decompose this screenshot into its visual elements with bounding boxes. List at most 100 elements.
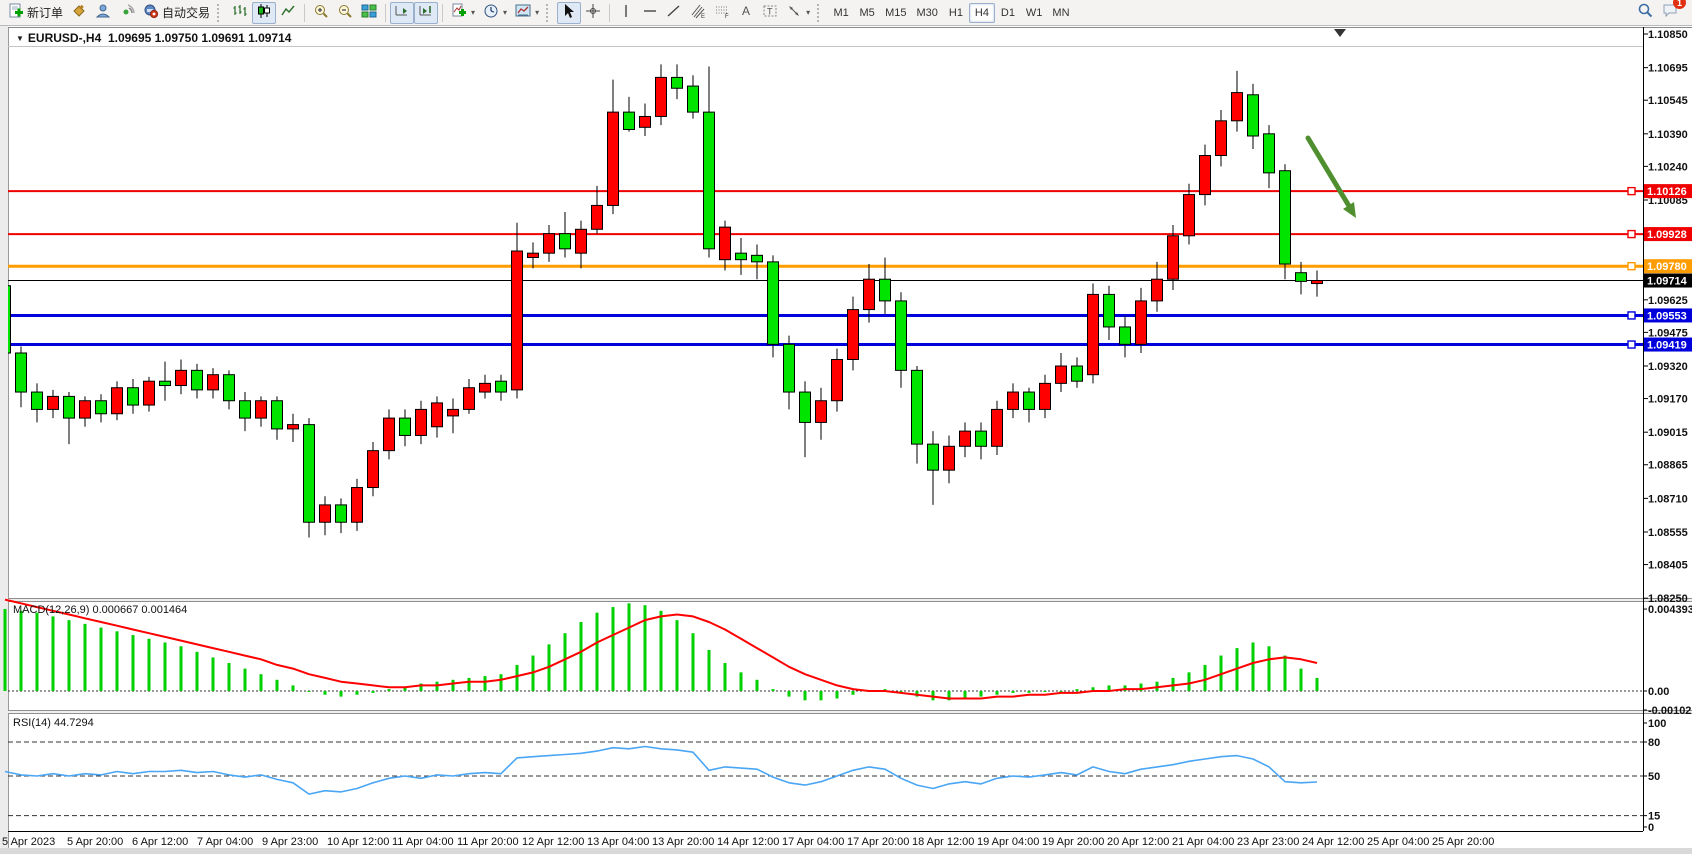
candle-bull — [175, 369, 187, 387]
macd-bar — [963, 691, 967, 699]
macd-bar — [563, 633, 567, 691]
timeframe-m15[interactable]: M15 — [880, 3, 911, 23]
bar-chart-button[interactable] — [228, 2, 252, 24]
rsi-pane[interactable]: 100 80 50 150 — [4, 718, 1666, 834]
candle-bull — [1167, 235, 1179, 280]
macd-bar — [419, 683, 423, 691]
candle-bull — [1055, 365, 1067, 384]
toolbar-grip[interactable] — [817, 3, 823, 22]
level-handle[interactable] — [1627, 261, 1636, 271]
candle-bull — [543, 233, 555, 254]
macd-bar — [1267, 646, 1271, 691]
price-badge-value: 1.09714 — [1647, 276, 1688, 288]
channel-button[interactable]: F — [710, 2, 734, 24]
candle-bear — [495, 380, 507, 393]
macd-signal-line — [4, 598, 1318, 700]
candle-bull — [655, 76, 667, 117]
line-chart-button[interactable] — [276, 2, 300, 24]
trendline-icon — [666, 3, 682, 22]
time-tick-label: 13 Apr 20:00 — [652, 836, 714, 848]
chart-shift-button[interactable] — [414, 1, 439, 24]
candle-bear — [895, 300, 907, 371]
signals-button[interactable] — [115, 2, 139, 24]
macd-bar — [819, 691, 823, 701]
dropdown-arrow-icon: ▾ — [471, 8, 476, 17]
rsi-tick-label: 0 — [1648, 822, 1654, 834]
fibonacci-icon: E — [690, 3, 706, 22]
text-button[interactable]: A — [734, 2, 758, 24]
toolbar-grip[interactable] — [546, 3, 552, 22]
price-tick-label: 1.08250 — [1648, 593, 1688, 605]
toolbar-grip[interactable] — [217, 3, 223, 22]
macd-bar — [259, 674, 263, 691]
horizontal-line-button[interactable] — [638, 2, 662, 24]
timeframe-d1[interactable]: D1 — [995, 3, 1021, 23]
level-handle[interactable] — [1627, 229, 1636, 239]
chart-title[interactable]: ▼ EURUSD-,H4 1.09695 1.09750 1.09691 1.09… — [16, 31, 291, 45]
candle-bear — [975, 430, 987, 447]
notifications-button[interactable]: 1 — [1662, 0, 1686, 23]
macd-bar — [115, 631, 119, 691]
timeframe-m5[interactable]: M5 — [854, 3, 880, 23]
level-handle[interactable] — [1627, 311, 1636, 320]
timeframe-m30[interactable]: M30 — [912, 3, 943, 23]
macd-bar — [771, 689, 775, 691]
time-tick-label: 21 Apr 04:00 — [1172, 836, 1234, 848]
timeframe-w1[interactable]: W1 — [1021, 3, 1048, 23]
candle-bull — [463, 387, 475, 410]
zoom-out-button[interactable] — [333, 2, 357, 24]
candlestick-chart-button[interactable] — [252, 1, 277, 24]
auto-scroll-icon — [394, 3, 410, 22]
macd-bar — [1059, 691, 1063, 692]
macd-bar — [243, 668, 247, 691]
timeframe-h4[interactable]: H4 — [968, 2, 995, 23]
auto-trading-button[interactable]: 自动交易 — [139, 2, 214, 24]
vertical-line-button[interactable] — [614, 2, 638, 24]
price-badge — [1644, 184, 1692, 199]
level-handle[interactable] — [1627, 340, 1636, 349]
level-handle[interactable] — [1627, 186, 1636, 196]
macd-bar — [1187, 672, 1191, 691]
tile-windows-button[interactable] — [357, 2, 381, 24]
market-watch-button[interactable] — [91, 2, 115, 24]
time-axis[interactable]: 5 Apr 2023 5 Apr 20:00 6 Apr 12:00 7 Apr 04… — [2, 836, 1494, 848]
crosshair-button[interactable] — [581, 2, 605, 24]
time-tick-label: 7 Apr 04:00 — [197, 836, 253, 848]
arrow-annotation[interactable] — [1305, 135, 1356, 218]
timeframe-m1[interactable]: M1 — [828, 3, 854, 23]
candle-bull — [111, 387, 123, 415]
timeframe-mn[interactable]: MN — [1047, 3, 1074, 23]
periods-button[interactable]: ▾ — [479, 2, 511, 24]
styler-button[interactable] — [67, 2, 91, 24]
svg-text:T: T — [767, 7, 773, 17]
fibonacci-button[interactable]: E — [686, 2, 710, 24]
cursor-button[interactable] — [557, 1, 582, 24]
macd-bar — [1091, 687, 1095, 691]
candle-bull — [351, 487, 363, 523]
search-icon[interactable] — [1637, 2, 1654, 24]
price-axis[interactable]: 1.108501.106951.105451.103901.102401.100… — [8, 27, 1692, 832]
macd-tick-label: 0.004393 — [1648, 604, 1692, 616]
macd-bar — [947, 691, 951, 701]
time-tick-label: 23 Apr 23:00 — [1237, 836, 1299, 848]
trendline-button[interactable] — [662, 2, 686, 24]
indicators-button[interactable]: ▾ — [447, 2, 479, 24]
candle-bull — [415, 408, 427, 436]
macd-bar — [339, 691, 343, 697]
arrows-button[interactable]: ▾ — [782, 2, 814, 24]
candle-bull — [943, 445, 955, 471]
new-order-button[interactable]: 新订单 — [4, 2, 67, 24]
timeframe-h1[interactable]: H1 — [943, 3, 969, 23]
candle-bear — [271, 400, 283, 430]
candle-bear — [703, 111, 715, 250]
templates-button[interactable]: ▾ — [511, 2, 543, 24]
text-label-icon: T — [762, 3, 778, 22]
horizontal-line-icon — [642, 3, 658, 22]
text-label-button[interactable]: T — [758, 2, 782, 24]
chart-shift-marker[interactable] — [1334, 29, 1346, 37]
price-tick-label: 1.10545 — [1648, 95, 1688, 107]
auto-scroll-button[interactable] — [390, 1, 415, 24]
zoom-in-button[interactable] — [309, 2, 333, 24]
